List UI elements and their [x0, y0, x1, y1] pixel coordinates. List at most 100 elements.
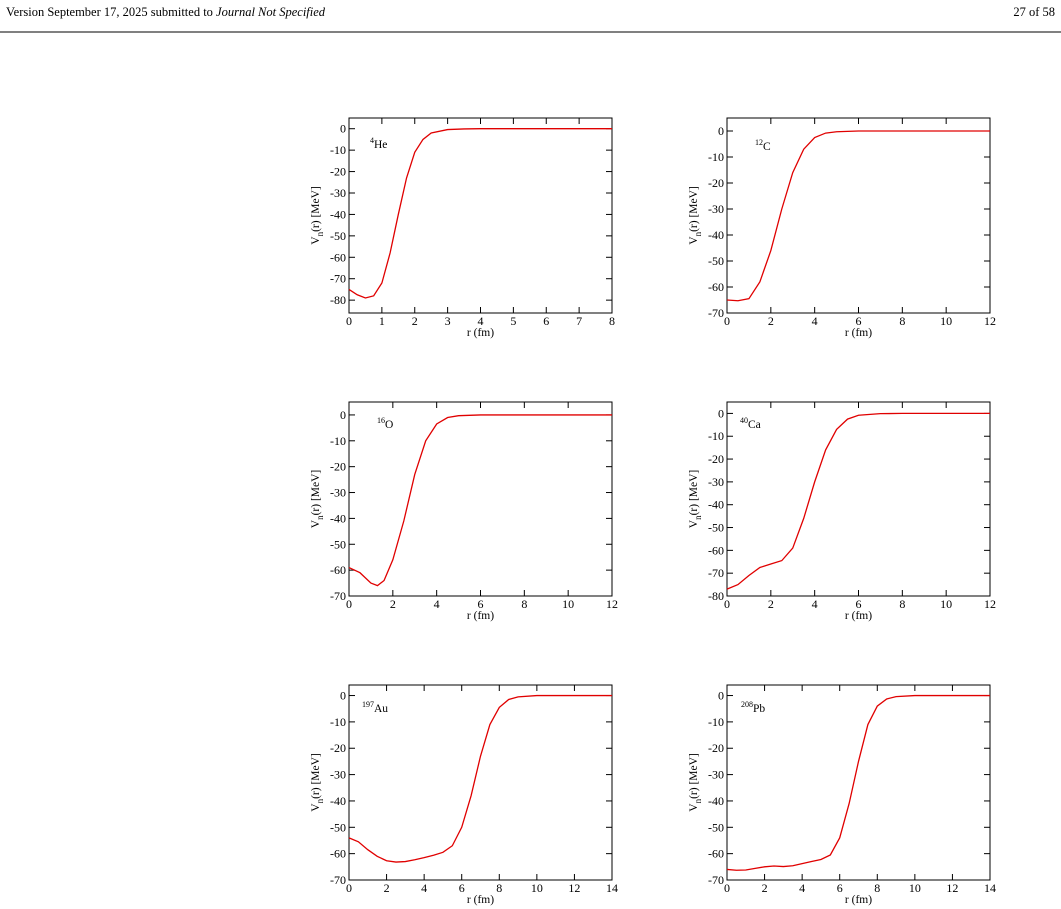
x-tick-label: 14	[984, 881, 996, 895]
y-tick-label: -20	[330, 165, 346, 179]
nuclide-mass: 208	[741, 700, 753, 709]
y-label-sub: n	[693, 515, 703, 520]
x-tick-label: 2	[412, 314, 418, 328]
x-tick-label: 7	[576, 314, 582, 328]
x-tick-label: 8	[874, 881, 880, 895]
plot-frame	[348, 401, 613, 597]
y-tick-label: -40	[330, 511, 346, 525]
x-tick-label: 6	[856, 314, 862, 328]
x-tick-label: 12	[984, 597, 996, 611]
x-tick-label: 0	[346, 314, 352, 328]
y-tick-label: -30	[330, 186, 346, 200]
y-tick-label: 0	[340, 408, 346, 422]
nuclide-symbol: Ca	[748, 419, 761, 431]
x-tick-label: 12	[606, 597, 618, 611]
nuclide-mass: 16	[377, 416, 385, 425]
y-tick-label: -50	[330, 229, 346, 243]
y-label-rest: (r) [MeV]	[310, 753, 322, 799]
y-label-sub: n	[693, 231, 703, 236]
y-tick-label: -30	[708, 475, 724, 489]
nuclide-label: 4He	[370, 136, 387, 151]
nuclide-symbol: C	[763, 141, 771, 153]
y-label-main: V	[688, 803, 700, 812]
y-label-sub: n	[693, 798, 703, 803]
y-tick-label: -10	[330, 143, 346, 157]
y-tick-label: -60	[708, 280, 724, 294]
y-tick-label: -80	[708, 589, 724, 603]
y-tick-label: -20	[708, 741, 724, 755]
y-tick-label: -50	[708, 254, 724, 268]
y-tick-label: 0	[340, 689, 346, 703]
x-tick-label: 8	[609, 314, 615, 328]
x-tick-label: 5	[510, 314, 516, 328]
y-tick-label: -60	[330, 250, 346, 264]
x-tick-label: 4	[799, 881, 805, 895]
y-tick-label: -70	[708, 306, 724, 320]
x-axis-label: r (fm)	[845, 327, 872, 339]
y-label-main: V	[688, 519, 700, 528]
nuclide-symbol: Pb	[753, 703, 765, 715]
y-label-rest: (r) [MeV]	[688, 753, 700, 799]
x-tick-label: 8	[496, 881, 502, 895]
x-tick-label: 2	[390, 597, 396, 611]
y-tick-label: -30	[708, 768, 724, 782]
plot: 0-10-20-30-40-50-60-700 2 4 6 8 10 12r (fm)Vn(…	[688, 117, 996, 339]
y-tick-label: -40	[330, 207, 346, 221]
y-label-main: V	[310, 803, 322, 812]
y-tick-label: -70	[330, 873, 346, 887]
nuclide-mass: 12	[755, 138, 763, 147]
plot-frame	[726, 401, 991, 597]
y-tick-label: -40	[330, 794, 346, 808]
y-tick-label: -50	[708, 521, 724, 535]
y-axis-label: Vn(r) [MeV]	[688, 753, 703, 811]
nuclide-mass: 40	[740, 416, 748, 425]
x-tick-label: 0	[724, 881, 730, 895]
y-label-sub: n	[315, 515, 325, 520]
plot-frame	[348, 684, 613, 881]
x-tick-label: 6	[478, 597, 484, 611]
x-tick-label: 6	[543, 314, 549, 328]
x-tick-label: 6	[856, 597, 862, 611]
curve	[726, 130, 990, 302]
x-axis-label: r (fm)	[467, 610, 494, 622]
curve	[726, 694, 990, 871]
x-tick-label: 4	[812, 314, 818, 328]
y-label-sub: n	[315, 231, 325, 236]
y-label-rest: (r) [MeV]	[688, 186, 700, 232]
y-axis-label: Vn(r) [MeV]	[310, 753, 325, 811]
plot-frame	[726, 684, 991, 881]
x-axis-label: r (fm)	[467, 327, 494, 339]
plot: 0-10-20-30-40-50-60-70-800 2 4 6 8 10 12r (fm)…	[688, 401, 996, 622]
x-axis-label: r (fm)	[845, 610, 872, 622]
y-tick-label: -70	[708, 873, 724, 887]
y-tick-label: -60	[708, 543, 724, 557]
y-tick-label: -50	[708, 820, 724, 834]
x-tick-label: 8	[521, 597, 527, 611]
y-tick-label: -50	[330, 537, 346, 551]
y-tick-label: -40	[708, 228, 724, 242]
plot: 0-10-20-30-40-50-60-700 2 4 6 8 10 12 14r (fm)V…	[688, 684, 996, 906]
x-axis-label: r (fm)	[845, 894, 872, 906]
curve	[348, 694, 612, 863]
curve	[726, 412, 990, 590]
plot: 0-10-20-30-40-50-60-700 2 4 6 8 10 12r (fm)Vn(…	[310, 401, 618, 622]
plot: 0-10-20-30-40-50-60-700 2 4 6 8 10 12 14r (fm)V…	[310, 684, 618, 906]
nuclide-symbol: Au	[374, 703, 388, 715]
x-tick-label: 10	[531, 881, 543, 895]
y-tick-label: -10	[708, 715, 724, 729]
header-left: Version September 17, 2025 submitted to …	[6, 5, 326, 19]
y-tick-label: -30	[708, 202, 724, 216]
x-tick-label: 8	[899, 314, 905, 328]
nuclide-label: 197Au	[362, 700, 388, 715]
y-axis-label: Vn(r) [MeV]	[310, 470, 325, 528]
y-tick-label: -40	[708, 794, 724, 808]
x-tick-label: 4	[478, 314, 484, 328]
y-label-rest: (r) [MeV]	[688, 470, 700, 516]
y-tick-label: 0	[340, 122, 346, 136]
x-tick-label: 12	[946, 881, 958, 895]
y-tick-label: 0	[718, 406, 724, 420]
y-axis-label: Vn(r) [MeV]	[688, 186, 703, 244]
x-tick-label: 6	[459, 881, 465, 895]
curve	[348, 414, 612, 587]
